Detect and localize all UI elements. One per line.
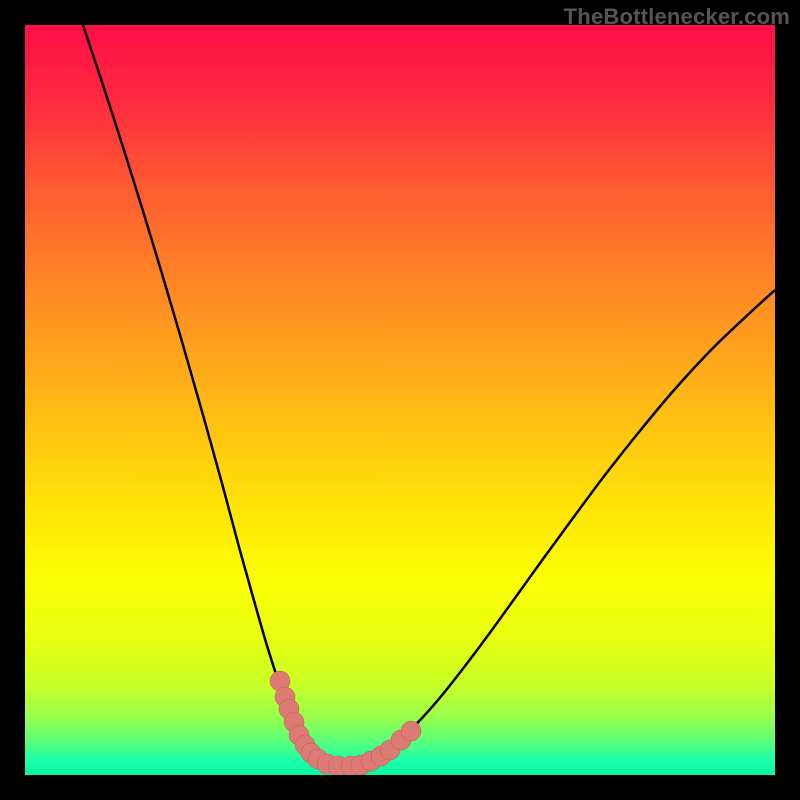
bead-marker (401, 721, 421, 741)
v-curve-line (83, 25, 775, 765)
chart-svg (25, 25, 775, 775)
watermark-text: TheBottlenecker.com (564, 4, 790, 30)
bead-cluster (270, 671, 421, 775)
outer-frame: TheBottlenecker.com (0, 0, 800, 800)
plot-area (25, 25, 775, 775)
